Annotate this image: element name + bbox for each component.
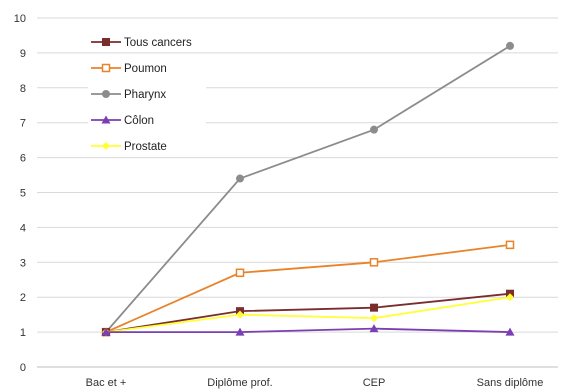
data-point — [369, 258, 379, 267]
legend-marker — [102, 38, 110, 46]
series-line — [105, 243, 511, 333]
legend: Tous cancers Poumon Pharynx Côlon Prostate — [88, 32, 206, 156]
series-line — [106, 327, 511, 334]
y-tick-label: 8 — [20, 83, 26, 95]
y-tick-label: 7 — [20, 118, 26, 130]
legend-item: Côlon — [88, 110, 206, 130]
data-point — [506, 41, 514, 50]
x-tick-label: Bac et + — [86, 377, 127, 389]
y-tick-label: 10 — [14, 13, 26, 25]
data-point — [369, 324, 379, 333]
series-line — [105, 45, 511, 333]
series-côlon — [101, 324, 515, 336]
legend-marker — [102, 142, 110, 150]
legend-item-background — [88, 110, 206, 130]
legend-item: Pharynx — [88, 84, 206, 104]
legend-item: Prostate — [88, 136, 206, 156]
data-point — [370, 314, 378, 323]
legend-item-background — [88, 84, 206, 104]
data-point — [505, 240, 515, 250]
legend-label: Poumon — [124, 63, 167, 75]
series-tous-cancers — [102, 289, 514, 337]
data-point — [505, 327, 515, 336]
series-prostate — [102, 293, 514, 337]
y-tick-label: 6 — [20, 153, 26, 165]
y-tick-label: 3 — [20, 257, 26, 269]
y-tick-label: 2 — [20, 292, 26, 304]
x-tick-label: Sans diplôme — [477, 377, 544, 389]
x-axis-ticks: Bac et + Diplôme prof. CEP Sans diplôme — [86, 377, 544, 389]
legend-item-background — [88, 32, 206, 52]
legend-item-background — [88, 58, 206, 78]
data-point — [506, 293, 514, 302]
y-tick-label: 1 — [20, 327, 26, 339]
legend-item-background — [88, 136, 206, 156]
data-point — [236, 310, 244, 319]
legend-marker — [101, 63, 111, 73]
y-tick-label: 4 — [20, 222, 26, 234]
legend-label: Pharynx — [124, 89, 166, 101]
legend-marker — [102, 90, 110, 98]
legend-label: Prostate — [124, 141, 167, 153]
y-tick-label: 0 — [20, 362, 26, 374]
legend-item: Poumon — [88, 58, 206, 78]
data-point — [370, 303, 378, 312]
series-poumon — [101, 240, 515, 337]
x-tick-label: Diplôme prof. — [207, 377, 272, 389]
legend-marker — [101, 115, 111, 124]
data-point — [235, 327, 245, 336]
legend-item: Tous cancers — [88, 32, 206, 52]
legend-label: Côlon — [124, 115, 154, 127]
series-line — [105, 296, 511, 333]
series-lines — [101, 41, 515, 337]
y-tick-label: 9 — [20, 48, 26, 60]
y-tick-label: 5 — [20, 188, 26, 200]
legend-label: Tous cancers — [124, 37, 192, 49]
y-axis-ticks: 0 1 2 3 4 5 6 7 8 9 10 — [14, 13, 26, 374]
x-tick-label: CEP — [363, 377, 386, 389]
data-point — [370, 125, 378, 134]
data-point — [236, 174, 244, 183]
data-point — [101, 327, 111, 336]
series-line — [105, 292, 511, 333]
data-point — [235, 268, 245, 278]
